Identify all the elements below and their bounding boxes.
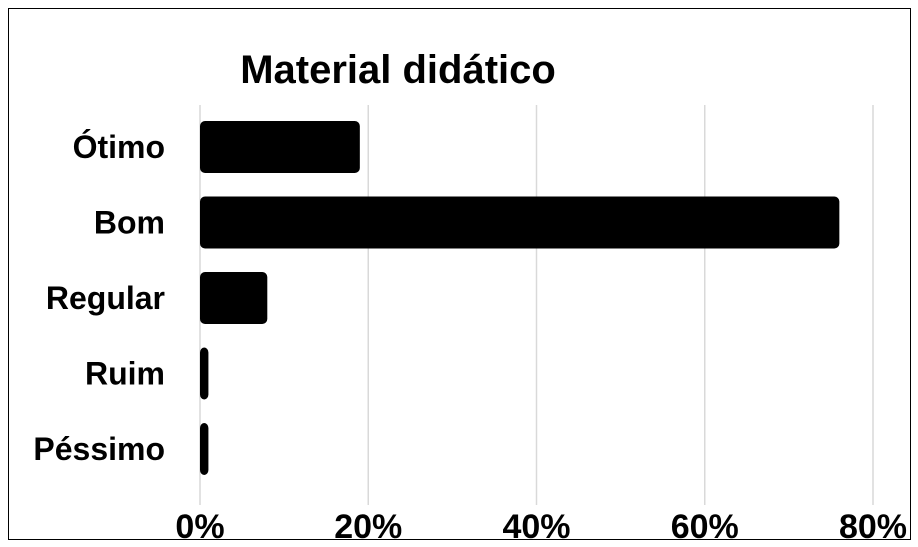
- x-tick-label: 60%: [671, 508, 739, 546]
- chart-frame: [8, 8, 911, 540]
- x-tick-label: 40%: [502, 508, 570, 546]
- category-label: Regular: [46, 280, 165, 316]
- x-tick-label: 0%: [175, 508, 224, 546]
- category-labels: Ótimo Bom Regular Ruim Péssimo: [33, 129, 165, 467]
- bar: [200, 423, 209, 475]
- category-label: Péssimo: [33, 431, 165, 467]
- chart-title: Material didático: [240, 48, 556, 92]
- bar: [200, 272, 268, 324]
- x-tick-label: 20%: [334, 508, 402, 546]
- x-tick-label: 80%: [839, 508, 907, 546]
- category-label: Ótimo: [73, 129, 165, 165]
- category-label: Ruim: [85, 356, 165, 392]
- bar: [200, 121, 360, 173]
- bars: [200, 121, 840, 475]
- x-tick-labels: 0% 20% 40% 60% 80%: [175, 508, 907, 546]
- category-label: Bom: [94, 205, 165, 241]
- bar: [200, 196, 840, 249]
- bar: [200, 347, 209, 400]
